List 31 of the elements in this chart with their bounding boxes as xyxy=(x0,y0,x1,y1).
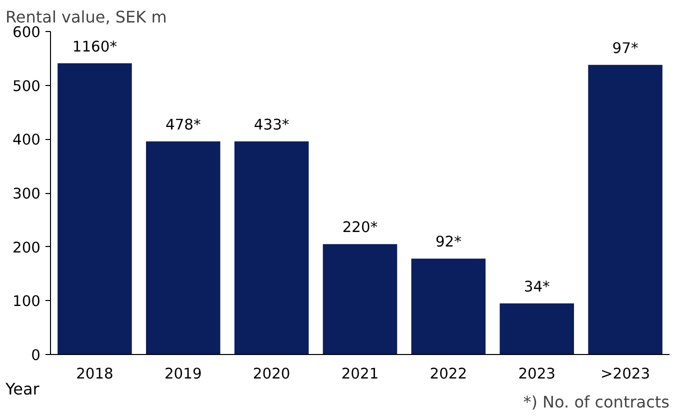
y-tick-label: 500 xyxy=(12,78,41,95)
bar xyxy=(322,244,398,354)
annotation: 220* xyxy=(342,219,378,236)
x-tick-label: 2018 xyxy=(76,366,114,382)
text: *) No. of contracts xyxy=(523,392,670,412)
y-tick-label: 300 xyxy=(12,186,41,202)
x-tick-label: >2023 xyxy=(600,366,650,382)
y-tick-label: 200 xyxy=(12,239,41,256)
annotation: 34* xyxy=(524,278,550,296)
annotation: 478* xyxy=(165,116,201,134)
bar xyxy=(411,258,486,354)
y-tick-label: 0 xyxy=(31,347,41,364)
annotation: 1160* xyxy=(72,38,118,56)
bar xyxy=(588,64,662,354)
annotation: 97* xyxy=(612,40,638,57)
bar xyxy=(500,303,574,354)
y-tick-label: 100 xyxy=(12,293,41,310)
x-tick-label: 2019 xyxy=(164,366,202,382)
bar xyxy=(234,141,309,354)
y-tick-label: 400 xyxy=(12,132,41,149)
bar xyxy=(146,141,220,354)
annotation: 92* xyxy=(435,234,462,251)
y-tick-label: 600 xyxy=(12,24,41,41)
x-tick-label: 2023 xyxy=(518,366,556,382)
x-tick-label: 2020 xyxy=(252,366,290,382)
bar xyxy=(58,63,132,354)
x-tick-label: 2022 xyxy=(430,366,468,382)
annotation: 433* xyxy=(254,116,290,134)
x-axis-title: Year xyxy=(4,380,40,398)
x-tick-label: 2021 xyxy=(341,366,379,382)
y-axis-title: Rental value, SEK m xyxy=(6,8,167,26)
